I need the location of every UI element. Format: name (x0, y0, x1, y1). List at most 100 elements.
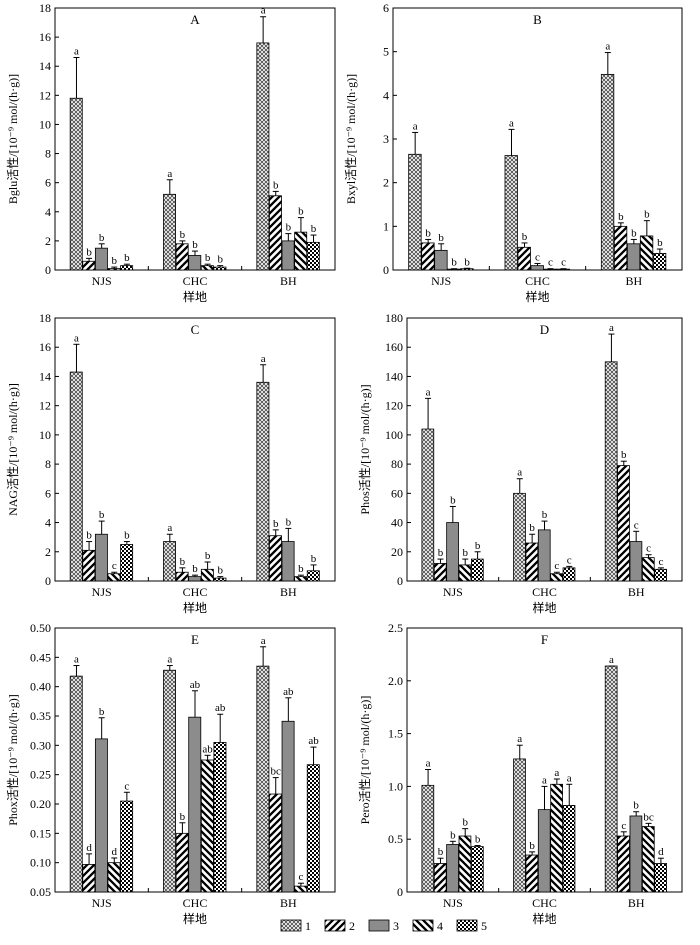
bar (652, 253, 667, 271)
significance-label: ab (283, 686, 294, 698)
y-tick-label: 4 (45, 205, 51, 219)
significance-label: a (509, 117, 514, 129)
x-tick-label: NJS (92, 896, 112, 910)
significance-label: b (86, 246, 92, 258)
bar (556, 268, 570, 271)
bar (281, 240, 295, 271)
significance-label: a (261, 353, 266, 365)
bar (525, 854, 539, 893)
y-tick-label: 16 (39, 340, 51, 354)
significance-label: a (426, 386, 431, 398)
y-tick-label: 40 (391, 516, 403, 530)
legend-swatch (456, 919, 478, 932)
bar (604, 665, 618, 893)
x-tick-label: BH (628, 585, 645, 599)
significance-label: ab (202, 743, 213, 755)
significance-label: a (74, 654, 79, 666)
significance-label: bc (643, 811, 654, 823)
bar (537, 809, 551, 893)
significance-label: bc (271, 766, 282, 778)
legend-label: 1 (305, 919, 311, 933)
significance-label: b (475, 834, 481, 846)
legend-label: 5 (481, 919, 487, 933)
bar (530, 265, 544, 271)
legend-label: 4 (437, 919, 443, 933)
significance-label: a (554, 767, 559, 779)
significance-label: b (425, 227, 431, 239)
panel-title: E (191, 632, 199, 647)
legend-item-1: 1 (280, 919, 311, 933)
bar (281, 720, 295, 893)
legend-swatch (368, 919, 390, 932)
bar (213, 577, 227, 582)
bar (626, 243, 641, 271)
significance-label: b (450, 829, 456, 841)
significance-label: b (298, 206, 304, 218)
bar (543, 268, 557, 271)
bar (446, 522, 459, 582)
significance-label: b (192, 239, 198, 251)
significance-label: a (517, 733, 522, 745)
bar (641, 826, 655, 893)
x-tick-label: CHC (183, 585, 208, 599)
bar (629, 815, 643, 893)
significance-label: c (621, 820, 626, 832)
y-tick-label: 0.05 (30, 885, 51, 899)
plot-frame (54, 7, 336, 271)
bar (175, 571, 189, 582)
significance-label: b (529, 522, 535, 534)
y-tick-label: 0.20 (30, 797, 51, 811)
significance-label: a (261, 5, 266, 17)
bar (604, 361, 618, 582)
bar (94, 533, 108, 582)
bar (447, 268, 461, 271)
y-tick-label: 20 (391, 545, 403, 559)
significance-label: d (112, 846, 118, 858)
y-tick-label: 0.45 (30, 650, 51, 664)
y-tick-label: 0 (45, 263, 51, 277)
y-tick-label: 5 (383, 45, 389, 59)
y-tick-label: 120 (385, 399, 403, 413)
panel-title: B (533, 12, 542, 27)
bar (460, 268, 474, 271)
x-tick-label: BH (628, 896, 645, 910)
significance-label: b (438, 547, 444, 559)
bar (107, 268, 121, 271)
significance-label: b (657, 237, 663, 249)
bar (213, 742, 227, 893)
y-axis-label: Bglu活性/[10⁻⁹ mol/(h·g)] (6, 74, 20, 204)
y-tick-label: 12 (39, 399, 51, 413)
bar (175, 832, 189, 893)
y-tick-label: 10 (39, 428, 51, 442)
bar (421, 784, 435, 893)
chart-panel-F: 0 0.5 1.0 1.5 2.0 2.5 Pero活性/[10⁻⁹ mol/(h·g)] F… (358, 621, 683, 926)
bar (294, 231, 308, 271)
x-axis-label: 样地 (183, 911, 207, 926)
bar (654, 863, 668, 893)
legend-swatch (280, 919, 302, 932)
bar (120, 800, 134, 893)
x-tick-label: CHC (183, 896, 208, 910)
bar (504, 155, 518, 271)
significance-label: c (634, 519, 639, 531)
significance-label: a (74, 332, 79, 344)
x-tick-label: NJS (443, 585, 463, 599)
bar (188, 716, 202, 893)
significance-label: b (99, 509, 105, 521)
y-tick-label: 18 (39, 1, 51, 15)
bar (306, 764, 320, 893)
significance-label: a (542, 774, 547, 786)
y-tick-label: 140 (385, 369, 403, 383)
significance-label: b (522, 231, 528, 243)
significance-label: c (658, 556, 663, 568)
significance-label: ab (215, 702, 226, 714)
significance-label: b (99, 232, 105, 244)
significance-label: a (609, 322, 614, 334)
significance-label: b (462, 817, 468, 829)
bar (470, 558, 484, 582)
y-tick-label: 1.0 (388, 779, 403, 793)
bar (256, 665, 270, 893)
significance-label: b (462, 547, 468, 559)
significance-label: b (631, 227, 637, 239)
bar (269, 793, 282, 893)
